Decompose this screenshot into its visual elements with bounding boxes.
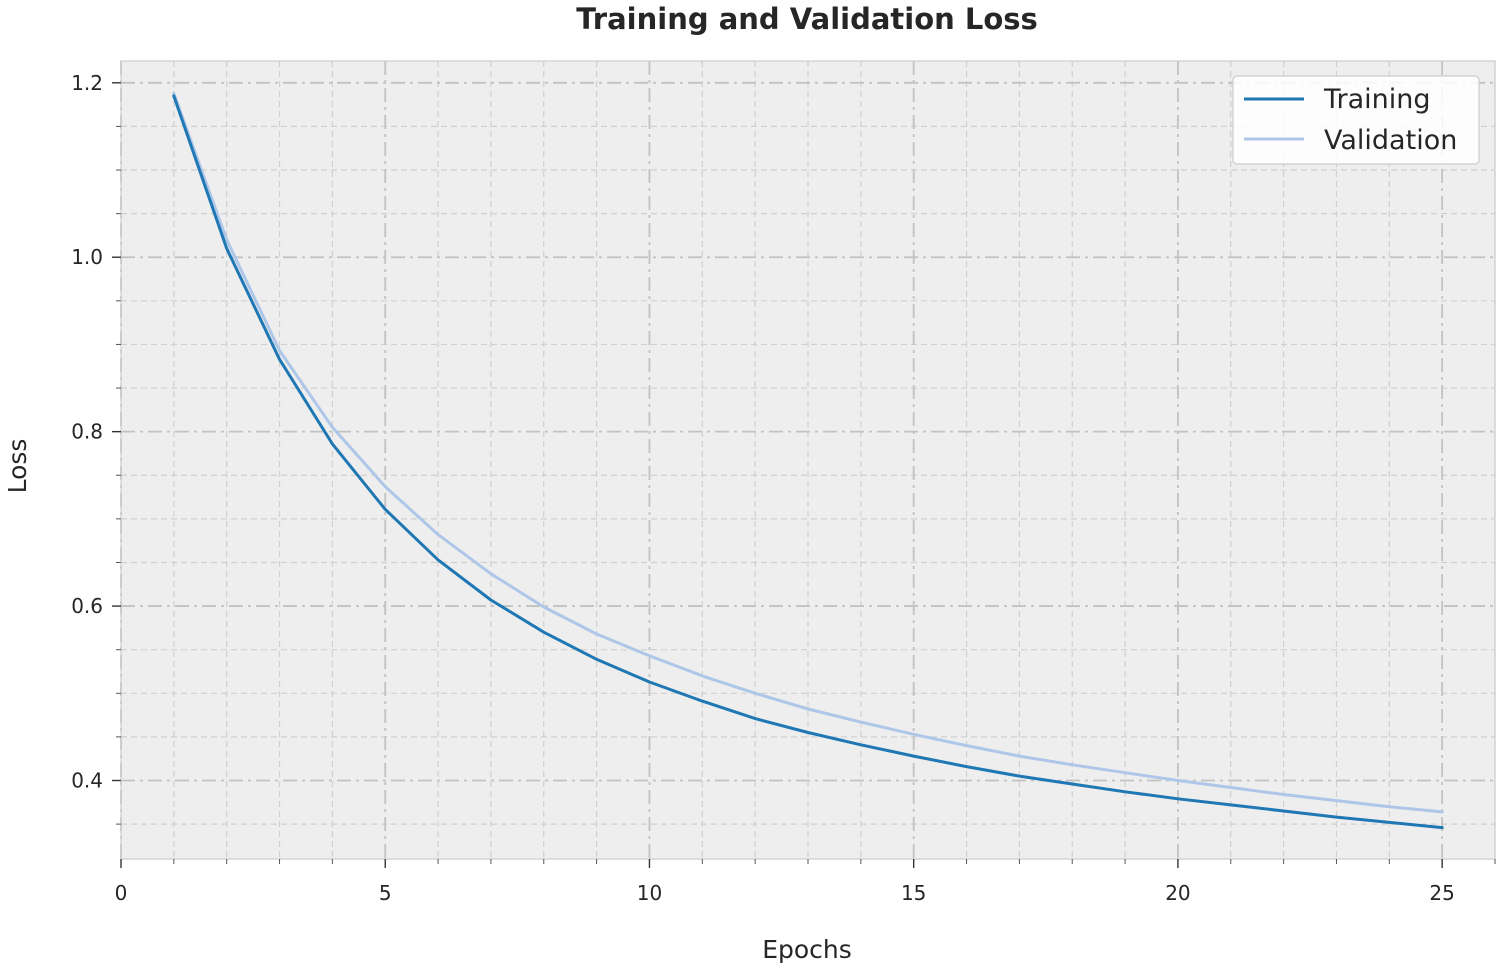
legend: Training Validation [1232,75,1480,165]
plot-area [121,61,1495,859]
x-tick-label: 20 [1165,881,1190,905]
x-tick-label: 25 [1429,881,1454,905]
x-axis-label: Epochs [762,935,852,964]
series-layer [172,91,1444,830]
axis-ticks: 0 5 10 15 20 25 0.4 0.6 0.8 1.0 1.2 [71,71,1496,905]
y-tick-label: 0.6 [71,594,103,618]
x-tick-label: 0 [115,881,128,905]
legend-label-validation: Validation [1324,125,1457,156]
series-line-validation [172,91,1444,814]
y-tick-label: 1.0 [71,245,103,269]
x-tick-label: 15 [901,881,926,905]
x-tick-label: 5 [379,881,392,905]
series-line-training [172,94,1444,830]
y-axis-label: Loss [3,439,32,494]
x-tick-label: 10 [637,881,662,905]
chart-title: Training and Validation Loss [576,2,1038,36]
y-tick-label: 1.2 [71,71,103,95]
legend-label-training: Training [1323,84,1431,115]
y-tick-label: 0.8 [71,420,103,444]
y-tick-label: 0.4 [71,769,103,793]
major-grid [120,61,1495,859]
